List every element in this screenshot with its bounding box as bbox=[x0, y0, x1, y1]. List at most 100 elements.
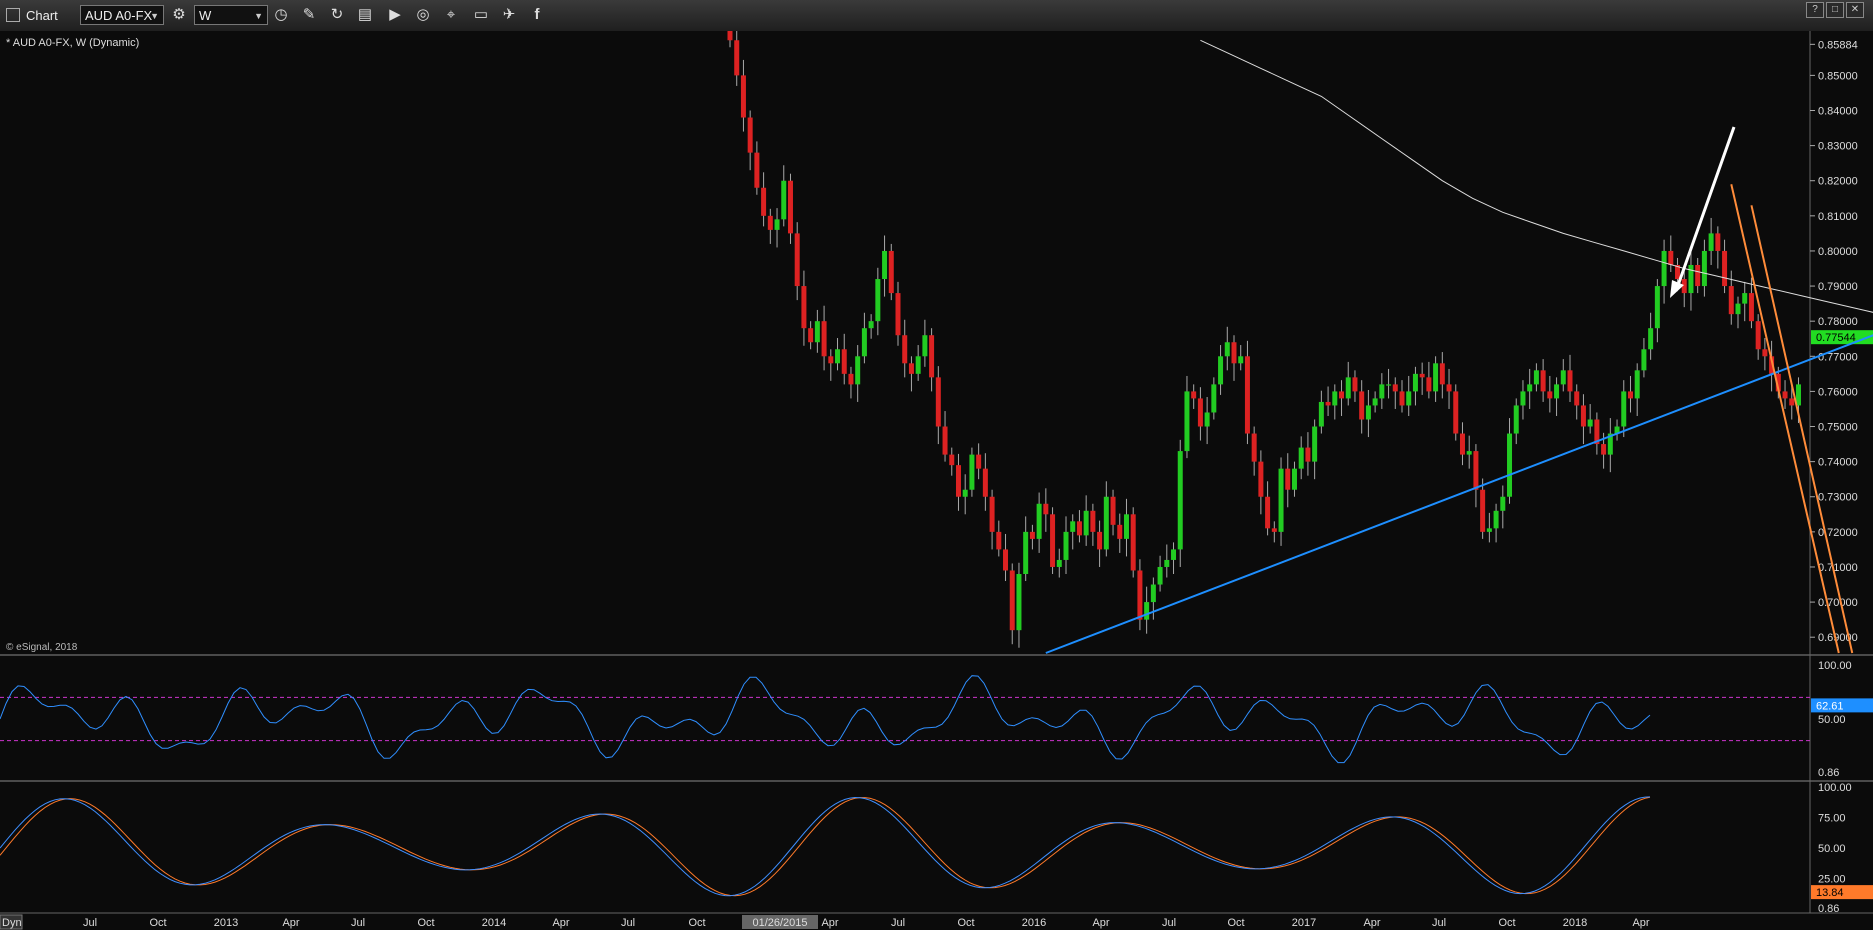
down-candle bbox=[740, 75, 746, 118]
up-candle bbox=[1023, 531, 1029, 574]
down-candle bbox=[1782, 391, 1788, 399]
down-candle bbox=[1426, 377, 1432, 392]
symbol-settings-icon[interactable]: ⚙ bbox=[172, 6, 186, 23]
up-candle bbox=[1406, 391, 1412, 406]
down-candle bbox=[1567, 370, 1573, 392]
time-tick-label: 2014 bbox=[482, 917, 506, 929]
up-candle bbox=[1500, 496, 1506, 511]
up-candle bbox=[1332, 391, 1338, 406]
refresh-icon[interactable]: ↻ bbox=[330, 6, 344, 23]
up-candle bbox=[1520, 391, 1526, 406]
rsi-last-label: 62.61 bbox=[1816, 700, 1844, 712]
rsi-panel: 100.00 50.00 0.86 62.61 bbox=[0, 660, 1873, 779]
time-tick-label: Oct bbox=[688, 917, 705, 929]
chevron-down-icon[interactable]: ▼ bbox=[254, 11, 263, 21]
down-candle bbox=[1775, 373, 1781, 392]
down-candle bbox=[848, 373, 854, 385]
maximize-button[interactable]: □ bbox=[1826, 2, 1844, 18]
time-tick-label: Apr bbox=[1363, 917, 1380, 929]
down-candle bbox=[1339, 391, 1345, 399]
facebook-icon[interactable]: f bbox=[534, 6, 540, 23]
down-candle bbox=[1419, 373, 1425, 378]
down-candle bbox=[1244, 356, 1250, 434]
up-candle bbox=[922, 335, 928, 357]
up-candle bbox=[1372, 398, 1378, 406]
down-candle bbox=[989, 496, 995, 532]
play-icon[interactable]: ▶ bbox=[389, 6, 401, 23]
down-candle bbox=[747, 117, 753, 153]
down-candle bbox=[1003, 549, 1009, 571]
up-candle bbox=[1507, 433, 1513, 497]
time-tick-label: Jul bbox=[621, 917, 635, 929]
up-candle bbox=[1560, 370, 1566, 385]
down-candle bbox=[1722, 250, 1728, 287]
chevron-down-icon[interactable]: ▼ bbox=[150, 11, 159, 21]
symbol-field[interactable]: AUD A0-FX ▼ bbox=[80, 5, 164, 25]
help-button[interactable]: ? bbox=[1806, 2, 1824, 18]
up-candle bbox=[1164, 559, 1170, 567]
up-candle bbox=[1661, 250, 1667, 287]
support-trendline bbox=[1045, 334, 1873, 654]
up-candle bbox=[1144, 602, 1150, 620]
down-candle bbox=[1748, 293, 1754, 322]
down-candle bbox=[942, 426, 948, 455]
up-candle bbox=[781, 180, 787, 220]
tag-icon[interactable]: ⌖ bbox=[446, 6, 456, 23]
down-candle bbox=[1715, 233, 1721, 251]
up-candle bbox=[1648, 328, 1654, 350]
price-tick-label: 0.83000 bbox=[1818, 141, 1858, 153]
time-tick-label: Jul bbox=[1162, 917, 1176, 929]
up-candle bbox=[1533, 370, 1539, 385]
up-candle bbox=[1123, 514, 1129, 539]
up-candle bbox=[1318, 401, 1324, 427]
price-tick-label: 0.81000 bbox=[1818, 211, 1858, 223]
chart-area[interactable]: * AUD A0-FX, W (Dynamic) © eSignal, 2018… bbox=[0, 31, 1873, 930]
up-candle bbox=[1654, 286, 1660, 329]
up-candle bbox=[1621, 391, 1627, 427]
window-title: Chart bbox=[6, 8, 58, 28]
down-candle bbox=[1547, 391, 1553, 399]
down-candle bbox=[1009, 570, 1015, 631]
comment-icon[interactable]: ▭ bbox=[473, 6, 489, 23]
down-candle bbox=[888, 250, 894, 294]
up-candle bbox=[1345, 377, 1351, 399]
down-candle bbox=[1473, 451, 1479, 490]
down-candle bbox=[1191, 391, 1197, 399]
down-candle bbox=[808, 328, 814, 343]
rsi-tick-label: 100.00 bbox=[1818, 660, 1852, 672]
up-candle bbox=[1554, 384, 1560, 399]
time-tick-label: Apr bbox=[1092, 917, 1109, 929]
down-candle bbox=[1117, 524, 1123, 539]
draw-pencil-icon[interactable]: ✎ bbox=[302, 6, 316, 23]
price-tick-label: 0.75000 bbox=[1818, 422, 1858, 434]
down-candle bbox=[761, 187, 767, 216]
interval-field[interactable]: W ▼ bbox=[194, 5, 268, 25]
up-candle bbox=[1016, 573, 1022, 631]
data-table-icon[interactable]: ▤ bbox=[357, 6, 373, 23]
up-candle bbox=[1157, 566, 1163, 585]
time-tick-label: Oct bbox=[417, 917, 434, 929]
price-tick-label: 0.76000 bbox=[1818, 386, 1858, 398]
up-candle bbox=[1708, 233, 1714, 251]
search-icon[interactable]: ◎ bbox=[416, 6, 430, 23]
time-tick-label: 2016 bbox=[1022, 917, 1046, 929]
up-candle bbox=[1379, 384, 1385, 399]
up-candle bbox=[969, 454, 975, 490]
up-candle bbox=[1742, 293, 1748, 304]
time-tick-label: 2018 bbox=[1563, 917, 1587, 929]
stochastic-k-line bbox=[0, 796, 1651, 897]
down-candle bbox=[1251, 433, 1257, 462]
time-tick-label: Oct bbox=[1227, 917, 1244, 929]
twitter-icon[interactable]: ✈ bbox=[502, 6, 516, 23]
up-candle bbox=[875, 279, 881, 322]
stochastic-tick-label: 0.86 bbox=[1818, 903, 1839, 915]
down-candle bbox=[929, 335, 935, 378]
clock-icon[interactable]: ◷ bbox=[274, 6, 288, 23]
price-axis: 0.85884 0.85000 0.84000 0.83000 0.82000 0.810… bbox=[1810, 39, 1873, 644]
down-candle bbox=[1399, 391, 1405, 406]
rsi-last-tag bbox=[1811, 698, 1873, 713]
down-candle bbox=[1050, 514, 1056, 567]
close-button[interactable]: ✕ bbox=[1846, 2, 1864, 18]
down-candle bbox=[1453, 391, 1459, 434]
down-candle bbox=[1043, 503, 1049, 515]
